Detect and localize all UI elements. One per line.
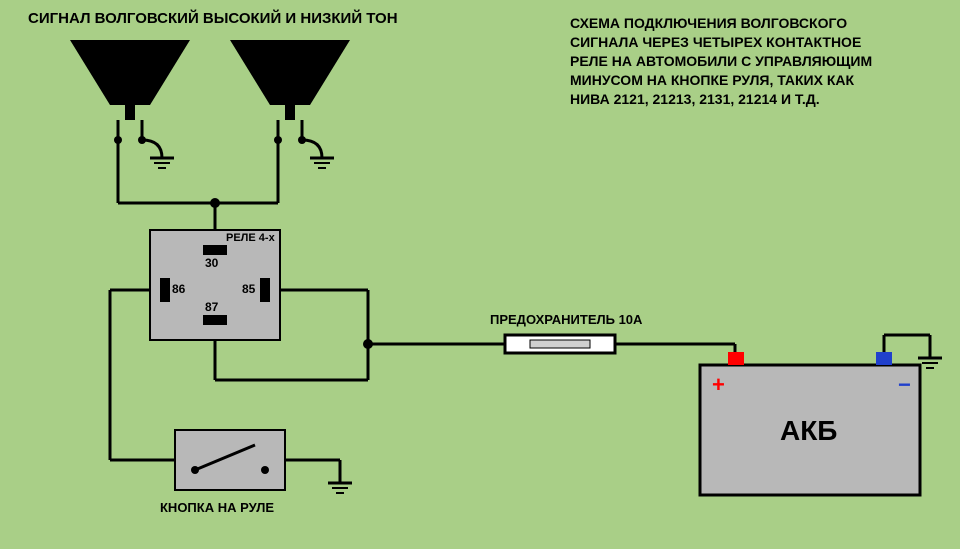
fuse bbox=[505, 335, 615, 353]
relay bbox=[150, 230, 280, 340]
pin-87: 87 bbox=[205, 300, 218, 314]
plus-label: + bbox=[712, 372, 725, 398]
desc-line-4: МИНУСОМ НА КНОПКЕ РУЛЯ, ТАКИХ КАК bbox=[570, 72, 854, 88]
desc-line-2: СИГНАЛА ЧЕРЕЗ ЧЕТЫРЕХ КОНТАКТНОЕ bbox=[570, 34, 861, 50]
title-left: СИГНАЛ ВОЛГОВСКИЙ ВЫСОКИЙ И НИЗКИЙ ТОН bbox=[28, 10, 398, 27]
desc-line-5: НИВА 2121, 21213, 2131, 21214 И Т.Д. bbox=[570, 91, 820, 107]
pin-85: 85 bbox=[242, 282, 255, 296]
pin-86: 86 bbox=[172, 282, 185, 296]
battery-label: АКБ bbox=[780, 415, 837, 447]
desc-line-3: РЕЛЕ НА АВТОМОБИЛИ С УПРАВЛЯЮЩИМ bbox=[570, 53, 872, 69]
button-label: КНОПКА НА РУЛЕ bbox=[160, 500, 274, 515]
horn-low bbox=[230, 40, 350, 168]
relay-label: РЕЛЕ 4-х bbox=[226, 232, 275, 244]
minus-label: − bbox=[898, 372, 911, 398]
steering-button bbox=[175, 430, 285, 490]
pin-30: 30 bbox=[205, 256, 218, 270]
fuse-label: ПРЕДОХРАНИТЕЛЬ 10А bbox=[490, 312, 642, 327]
horn-high bbox=[70, 40, 190, 168]
desc-line-1: СХЕМА ПОДКЛЮЧЕНИЯ ВОЛГОВСКОГО bbox=[570, 15, 847, 31]
